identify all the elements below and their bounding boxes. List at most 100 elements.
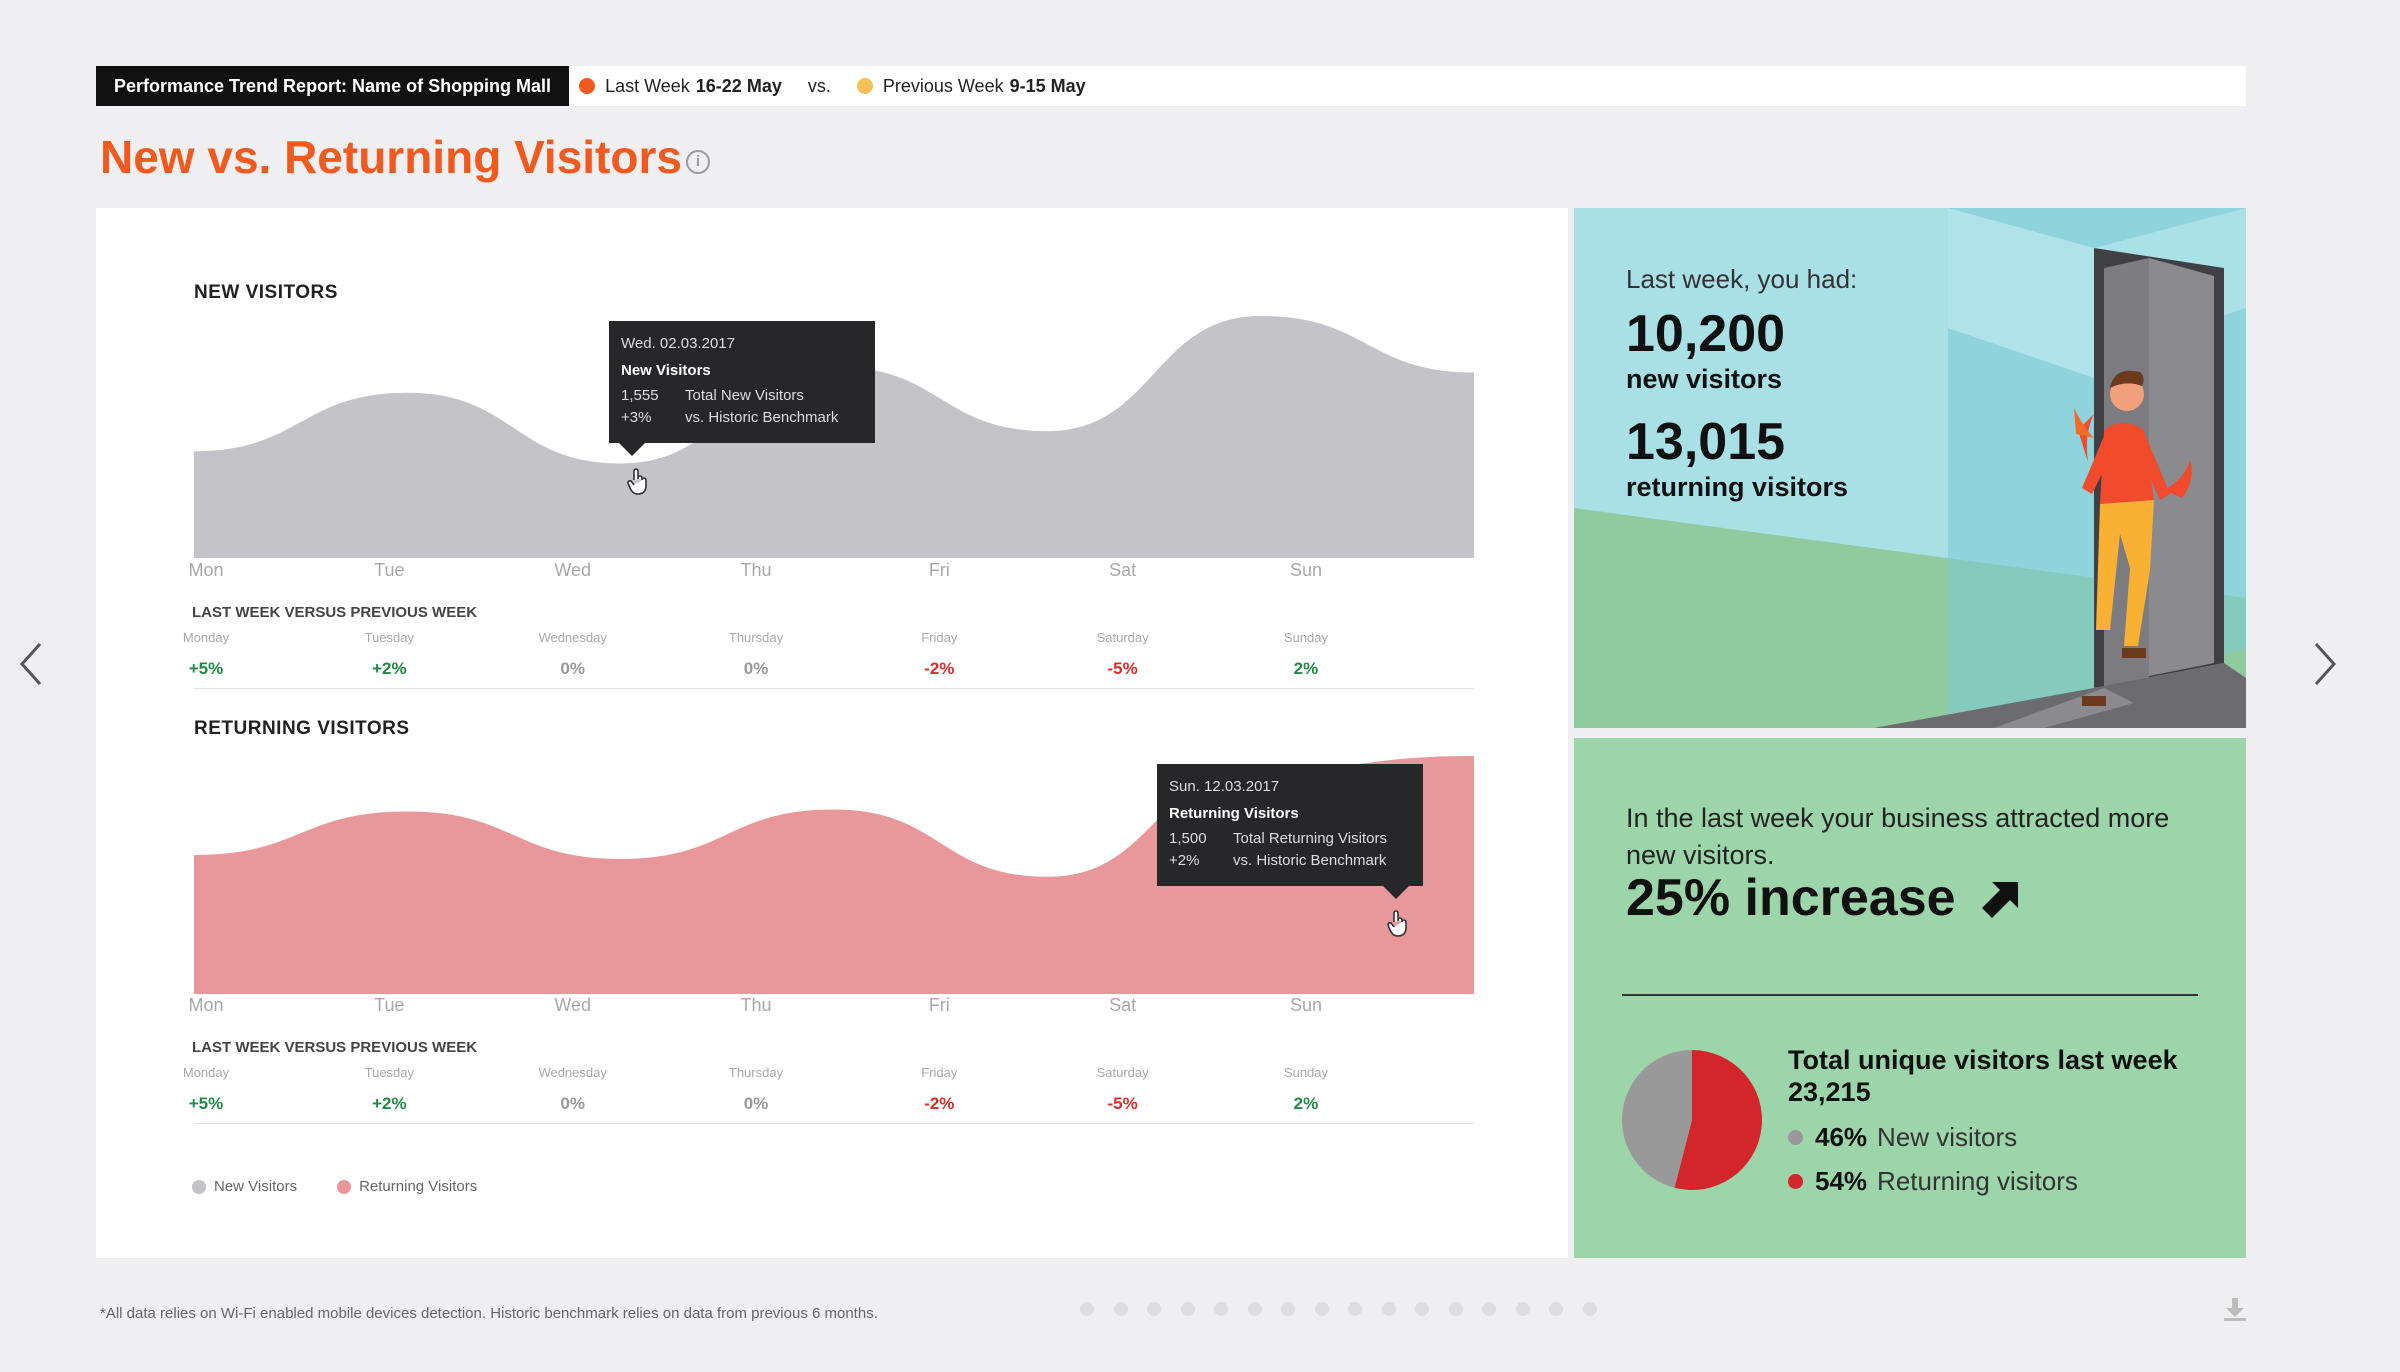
returning-visitors-x-axis: Mon Tue Wed Thu Fri Sat Sun [156, 995, 1356, 1016]
returning-visitors-dot-icon [1788, 1174, 1803, 1189]
returning-comparison-title: LAST WEEK VERSUS PREVIOUS WEEK [192, 1039, 478, 1056]
insight-text: In the last week your business attracted… [1626, 803, 2170, 870]
insight-divider [1622, 994, 2198, 996]
footnote: *All data relies on Wi-Fi enabled mobile… [100, 1305, 878, 1322]
pager-dot[interactable] [1348, 1302, 1362, 1316]
charts-panel: NEW VISITORS Mon Tue Wed Thu Fri Sat Sun… [96, 208, 1568, 1258]
comparison-day: Sunday [1283, 630, 1329, 645]
x-tick-label: Sat [1109, 995, 1137, 1015]
comparison-value: 2% [1293, 1094, 1319, 1113]
tooltip-heading: Returning Visitors [1169, 805, 1299, 822]
pie-slice-new-visitors[interactable] [1622, 1050, 1692, 1188]
pager-dot[interactable] [1415, 1302, 1429, 1316]
pager-dot[interactable] [1180, 1302, 1195, 1316]
slide-pager [1080, 1302, 1616, 1316]
previous-week-dot-icon [856, 78, 873, 94]
pager-dot[interactable] [1080, 1302, 1094, 1316]
comparison-cell: Wednesday 0% [523, 630, 623, 679]
tooltip-value: 1,555 [621, 387, 659, 404]
comparison-value: -5% [1107, 659, 1138, 678]
comparison-day: Monday [182, 1065, 230, 1080]
x-tick-label: Wed [554, 995, 591, 1015]
comparison-cell: Friday -2% [889, 1065, 989, 1114]
comparison-day: Friday [921, 1065, 958, 1080]
new-comparison-title: LAST WEEK VERSUS PREVIOUS WEEK [192, 604, 478, 621]
increase-value: 25% increase [1626, 868, 2022, 928]
comparison-day: Saturday [1096, 630, 1149, 645]
pager-dot[interactable] [1281, 1302, 1295, 1316]
last-week-dot-icon [579, 78, 596, 94]
x-tick-label: Thu [740, 560, 772, 580]
pager-dot[interactable] [1515, 1302, 1530, 1316]
comparison-cell: Sunday 2% [1256, 1065, 1356, 1114]
comparison-day: Wednesday [538, 1065, 607, 1080]
tooltip-date: Sun. 12.03.2017 [1169, 778, 1280, 795]
summary-intro: Last week, you had: [1626, 264, 1858, 294]
x-tick-label: Tue [374, 995, 405, 1015]
x-tick-label: Fri [928, 995, 950, 1015]
next-slide-icon[interactable] [2312, 640, 2338, 688]
x-tick-label: Mon [188, 560, 224, 580]
comparison-day: Thursday [728, 1065, 784, 1080]
visitors-summary-panel: Last week, you had: 10,200 new visitors … [1574, 208, 2246, 728]
last-week-label: Last Week [605, 75, 690, 96]
returning-visitors-chart[interactable] [194, 748, 1474, 994]
pager-dot[interactable] [1582, 1302, 1597, 1316]
new-visitors-legend-dot-icon [192, 1179, 206, 1194]
comparison-cell: Monday +5% [156, 630, 256, 679]
comparison-cell: Sunday 2% [1256, 630, 1356, 679]
pager-dot[interactable] [1448, 1302, 1463, 1316]
download-icon[interactable] [2222, 1296, 2248, 1322]
pager-dot[interactable] [1549, 1302, 1563, 1316]
comparison-value: 0% [743, 1094, 769, 1113]
new-visitors-count: 10,200 [1626, 305, 1786, 363]
new-comparison-row: Monday +5% Tuesday +2% Wednesday 0% Thursda… [156, 630, 1356, 679]
comparison-value: 0% [560, 1094, 585, 1113]
pager-dot[interactable] [1147, 1302, 1161, 1316]
comparison-cell: Monday +5% [156, 1065, 256, 1114]
tooltip-value: 1,500 [1169, 830, 1207, 847]
tooltip-pointer [1383, 886, 1409, 899]
pager-dot[interactable] [1214, 1302, 1228, 1316]
hand-cursor-icon [1387, 910, 1407, 937]
comparison-cell: Wednesday 0% [523, 1065, 623, 1114]
x-tick-label: Sat [1109, 560, 1137, 580]
pager-dot[interactable] [1113, 1302, 1128, 1316]
returning-visitors-tooltip: Sun. 12.03.2017 Returning Visitors 1,500… [1157, 764, 1423, 899]
tooltip-value-label: Total Returning Visitors [1233, 830, 1387, 847]
pager-dot[interactable] [1314, 1302, 1329, 1316]
returning-visitors-label: returning visitors [1626, 472, 1849, 502]
previous-slide-icon[interactable] [18, 640, 44, 688]
x-tick-label: Mon [188, 995, 224, 1015]
returning-visitors-title: RETURNING VISITORS [194, 718, 410, 739]
x-tick-label: Fri [928, 560, 950, 580]
returning-visitors-area[interactable] [194, 756, 1474, 994]
comparison-value: -2% [924, 659, 955, 678]
comparison-day: Friday [921, 630, 958, 645]
chart-legend: New Visitors Returning Visitors [192, 1178, 477, 1195]
pie-legend-new-pct: 46% [1815, 1122, 1868, 1152]
new-visitors-x-axis: Mon Tue Wed Thu Fri Sat Sun [156, 560, 1356, 581]
pager-dot[interactable] [1381, 1302, 1396, 1316]
comparison-value: 2% [1293, 659, 1319, 678]
comparison-day: Sunday [1283, 1065, 1329, 1080]
new-visitors-dot-icon [1788, 1130, 1803, 1145]
new-visitors-label: new visitors [1626, 364, 1783, 394]
previous-week-range: 9-15 May [1009, 75, 1086, 96]
pager-dot[interactable] [1247, 1302, 1262, 1316]
comparison-value: +5% [188, 659, 224, 678]
last-week-legend: Last Week 16-22 May [579, 76, 782, 97]
insight-panel: In the last week your business attracted… [1574, 738, 2246, 1258]
returning-visitors-count: 13,015 [1626, 413, 1786, 471]
pie-legend-new-label: New visitors [1877, 1122, 2018, 1152]
pie-legend-returning-label: Returning visitors [1877, 1166, 2078, 1196]
hand-cursor-icon [627, 468, 647, 495]
visitors-pie-chart[interactable] [1620, 1048, 1764, 1192]
pager-dot[interactable] [1482, 1302, 1496, 1316]
comparison-value: 0% [743, 659, 769, 678]
pie-slice-returning-visitors[interactable] [1674, 1050, 1762, 1190]
pie-legend-returning: 54% Returning visitors [1788, 1166, 2078, 1197]
comparison-value: -5% [1107, 1094, 1138, 1113]
info-icon[interactable]: i [686, 150, 710, 174]
x-tick-label: Sun [1289, 560, 1322, 580]
